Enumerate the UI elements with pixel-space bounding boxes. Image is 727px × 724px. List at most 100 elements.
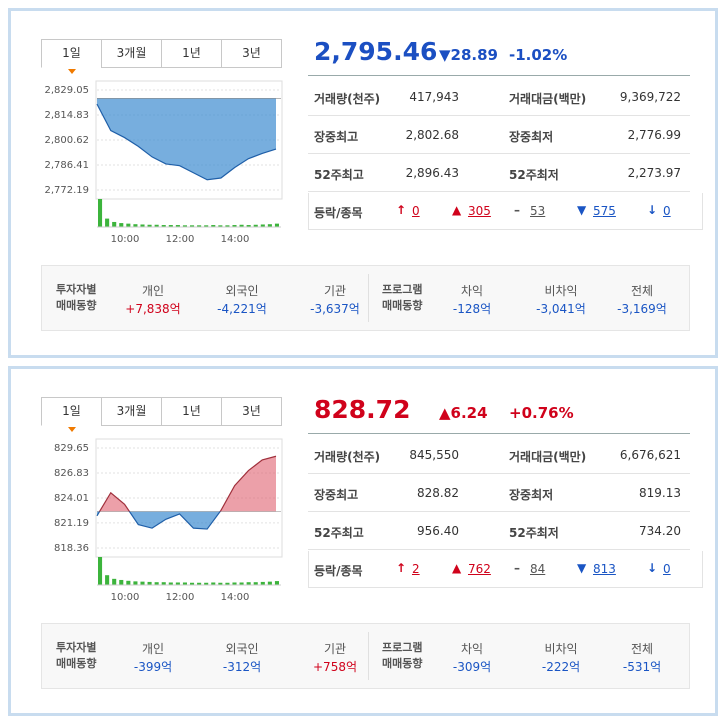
index-change: ▲6.24 (439, 404, 488, 422)
row-divider (308, 511, 690, 512)
index-panel: 1일 3개월 1년 3년 828.72 ▲6.24 +0.76% 거래량(천주) 845,550… (8, 366, 718, 716)
row-divider (308, 191, 690, 192)
stat-value: 9,369,722 (619, 90, 681, 104)
group-label: 투자자별 (56, 641, 97, 654)
breadth-count[interactable]: 84 (530, 562, 546, 576)
period-tab[interactable]: 1일 (41, 397, 102, 432)
column-value: -309억 (452, 660, 492, 674)
stat-value: 819.13 (639, 486, 681, 500)
column-value: -312억 (222, 660, 262, 674)
volume-bar (168, 225, 173, 227)
y-tick-label: 2,829.05 (44, 85, 89, 96)
column-value: -3,637억 (310, 302, 360, 316)
stat-label: 장중최고 (314, 488, 359, 502)
stat-value: 956.40 (417, 524, 459, 538)
period-tab[interactable]: 3년 (221, 397, 282, 426)
breadth-count[interactable]: 0 (663, 204, 671, 218)
breadth-label: 등락/종목 (314, 564, 363, 578)
stat-value: 2,896.43 (405, 166, 459, 180)
column-value: -222억 (541, 660, 581, 674)
y-tick-label: 821.19 (54, 518, 89, 529)
breadth-symbol: ↓ (647, 561, 658, 575)
volume-bar (112, 578, 117, 585)
breadth-symbol: ▼ (577, 561, 587, 575)
stat-value: 6,676,621 (619, 448, 681, 462)
volume-bar (204, 225, 209, 227)
volume-bar (246, 582, 251, 585)
y-tick-label: 818.36 (54, 543, 89, 554)
period-tab[interactable]: 1일 (41, 39, 102, 74)
volume-bar (140, 581, 145, 585)
volume-bar (98, 199, 103, 227)
index-change-rate: -1.02% (509, 46, 568, 64)
volume-bar (112, 221, 117, 227)
row-divider (308, 115, 690, 116)
volume-bar (140, 224, 145, 227)
column-value: -128억 (452, 302, 492, 316)
volume-bar (267, 581, 272, 585)
volume-bar (253, 224, 258, 227)
volume-bar (168, 582, 173, 585)
stat-value: 845,550 (409, 448, 459, 462)
group-label: 매매동향 (382, 657, 423, 670)
breadth-box (308, 193, 703, 230)
breadth-symbol: ▼ (577, 203, 587, 217)
column-name: 기관 (323, 284, 347, 298)
x-tick-label: 10:00 (111, 234, 140, 245)
volume-bar (190, 582, 195, 585)
mini-chart: 829.65 826.83 824.01 821.19 818.36 10:00 12:00… (54, 438, 283, 603)
mini-chart: 2,829.05 2,814.83 2,800.62 2,786.41 2,772.19… (44, 80, 283, 245)
volume-bar (232, 582, 237, 585)
volume-bar (119, 579, 124, 585)
volume-bar (175, 582, 180, 585)
volume-bar (154, 224, 159, 227)
volume-bar (119, 223, 124, 227)
x-tick-label: 14:00 (221, 592, 250, 603)
column-name: 전체 (630, 284, 654, 298)
breadth-symbol: ↓ (647, 203, 658, 217)
breadth-count[interactable]: 0 (663, 562, 671, 576)
period-tab[interactable]: 1년 (161, 397, 222, 426)
column-name: 비차익 (544, 284, 578, 298)
active-marker (68, 69, 76, 74)
volume-bar (274, 581, 279, 585)
column-value: -3,041억 (536, 302, 586, 316)
volume-bar (175, 225, 180, 227)
breadth-count[interactable]: 0 (412, 204, 420, 218)
y-tick-label: 2,814.83 (44, 110, 89, 121)
volume-bar (133, 581, 138, 585)
period-tab[interactable]: 3개월 (101, 397, 162, 426)
volume-bar (246, 225, 251, 227)
period-tab[interactable]: 3개월 (101, 39, 162, 68)
x-tick-label: 12:00 (166, 234, 195, 245)
table-top-border (308, 433, 690, 434)
volume-bar (239, 224, 244, 227)
period-tab[interactable]: 1년 (161, 39, 222, 68)
investor-box: 투자자별 매매동향 개인 -399억 외국인 -312억 기관 +758억 프로그램 매매동향 차익… (41, 623, 690, 689)
volume-bar (218, 582, 223, 585)
index-panel: 1일 3개월 1년 3년 2,795.46 ▼28.89 -1.02% 거래량(천주) 417,… (8, 8, 718, 358)
volume-bar (190, 225, 195, 227)
group-label: 매매동향 (56, 299, 97, 312)
stat-value: 734.20 (639, 524, 681, 538)
x-tick-label: 14:00 (221, 234, 250, 245)
breadth-count[interactable]: 762 (468, 562, 491, 576)
breadth-count[interactable]: 53 (530, 204, 546, 218)
period-tab[interactable]: 3년 (221, 39, 282, 68)
column-name: 비차익 (544, 642, 578, 656)
breadth-count[interactable]: 2 (412, 562, 420, 576)
column-value: +7,838억 (125, 302, 181, 316)
volume-bar (239, 582, 244, 585)
volume-bar (260, 224, 265, 227)
group-label: 투자자별 (56, 283, 97, 296)
column-value: -531억 (622, 660, 662, 674)
breadth-count[interactable]: 305 (468, 204, 491, 218)
stat-label: 장중최고 (314, 130, 359, 144)
area-down (97, 511, 221, 530)
stat-label: 거래대금(백만) (509, 450, 587, 464)
breadth-count[interactable]: 575 (593, 204, 616, 218)
volume-bar (232, 225, 237, 227)
investor-box: 투자자별 매매동향 개인 +7,838억 외국인 -4,221억 기관 -3,637억 프로그램… (41, 265, 690, 331)
breadth-count[interactable]: 813 (593, 562, 616, 576)
